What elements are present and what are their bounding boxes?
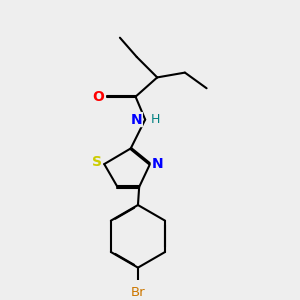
Text: N: N <box>152 157 163 171</box>
Text: N: N <box>131 112 142 127</box>
Text: O: O <box>92 90 104 104</box>
Text: S: S <box>92 155 102 169</box>
Text: Br: Br <box>130 286 145 299</box>
Text: H: H <box>151 113 160 126</box>
